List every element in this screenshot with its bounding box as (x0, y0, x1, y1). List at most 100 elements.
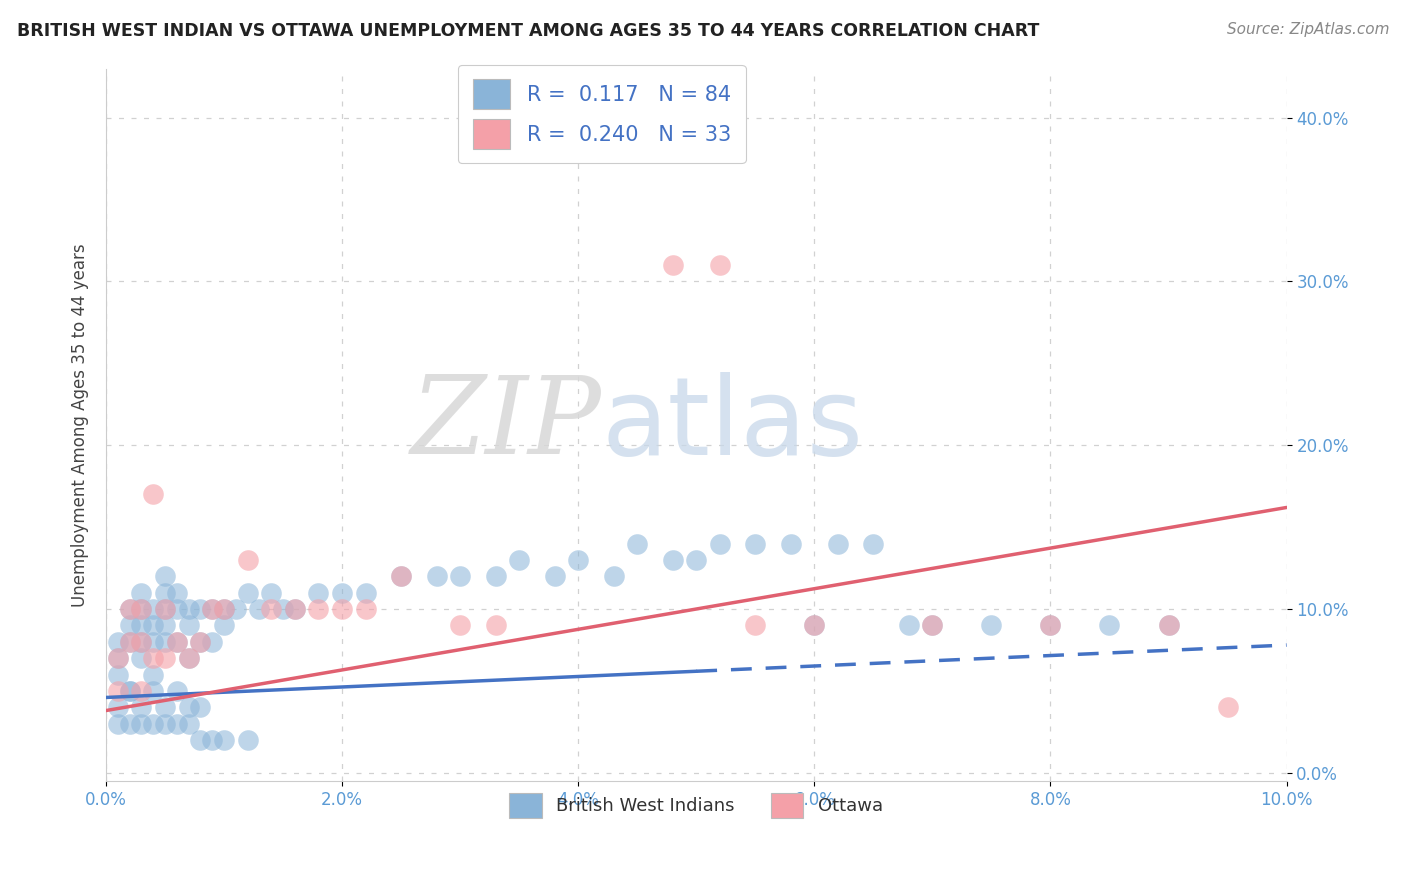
Point (131, 700, 153, 714)
Point (142, 602, 165, 616)
Point (166, 585, 188, 599)
Point (107, 716, 129, 731)
Point (131, 684, 153, 698)
Point (1039, 618, 1062, 632)
Point (131, 634, 153, 648)
Point (779, 536, 801, 550)
Point (354, 585, 377, 599)
Point (1157, 618, 1180, 632)
Point (153, 716, 176, 731)
Point (236, 585, 259, 599)
Point (142, 634, 165, 648)
Point (177, 716, 200, 731)
Text: BRITISH WEST INDIAN VS OTTAWA UNEMPLOYMENT AMONG AGES 35 TO 44 YEARS CORRELATION: BRITISH WEST INDIAN VS OTTAWA UNEMPLOYME… (17, 22, 1039, 40)
Point (118, 684, 141, 698)
Point (190, 733, 212, 747)
Point (1039, 618, 1062, 632)
Point (212, 618, 235, 632)
Point (107, 651, 129, 665)
Point (980, 618, 1002, 632)
Point (236, 553, 259, 567)
Point (567, 553, 589, 567)
Text: Source: ZipAtlas.com: Source: ZipAtlas.com (1226, 22, 1389, 37)
Point (1098, 618, 1121, 632)
Point (602, 569, 624, 583)
Point (626, 536, 648, 550)
Point (201, 634, 224, 648)
Point (389, 569, 412, 583)
Point (166, 634, 188, 648)
Point (166, 602, 188, 616)
Point (190, 700, 212, 714)
Point (153, 585, 176, 599)
Point (131, 716, 153, 731)
Point (118, 716, 141, 731)
Point (142, 667, 165, 681)
Point (508, 553, 530, 567)
Point (118, 684, 141, 698)
Point (201, 602, 224, 616)
Point (131, 602, 153, 616)
Point (166, 684, 188, 698)
Point (107, 700, 129, 714)
Point (153, 618, 176, 632)
Point (131, 602, 153, 616)
Point (131, 618, 153, 632)
Text: ZIP: ZIP (411, 372, 602, 477)
Point (201, 602, 224, 616)
Point (107, 634, 129, 648)
Point (709, 536, 731, 550)
Point (166, 716, 188, 731)
Text: atlas: atlas (602, 372, 863, 478)
Point (131, 585, 153, 599)
Y-axis label: Unemployment Among Ages 35 to 44 years: Unemployment Among Ages 35 to 44 years (72, 243, 89, 607)
Point (425, 569, 447, 583)
Point (803, 618, 825, 632)
Legend: British West Indians, Ottawa: British West Indians, Ottawa (502, 786, 890, 825)
Point (307, 585, 329, 599)
Point (118, 634, 141, 648)
Point (118, 602, 141, 616)
Point (307, 602, 329, 616)
Point (107, 667, 129, 681)
Point (153, 569, 176, 583)
Point (1216, 700, 1239, 714)
Point (153, 602, 176, 616)
Point (330, 602, 353, 616)
Point (177, 700, 200, 714)
Point (484, 569, 506, 583)
Point (177, 651, 200, 665)
Point (118, 618, 141, 632)
Point (166, 634, 188, 648)
Point (803, 618, 825, 632)
Point (118, 602, 141, 616)
Point (153, 700, 176, 714)
Point (284, 602, 307, 616)
Point (921, 618, 943, 632)
Point (744, 536, 766, 550)
Point (177, 602, 200, 616)
Point (177, 618, 200, 632)
Point (330, 585, 353, 599)
Point (744, 618, 766, 632)
Point (921, 618, 943, 632)
Point (354, 602, 377, 616)
Point (142, 716, 165, 731)
Point (131, 634, 153, 648)
Point (225, 602, 247, 616)
Point (862, 536, 884, 550)
Point (236, 733, 259, 747)
Point (190, 602, 212, 616)
Point (153, 651, 176, 665)
Point (107, 651, 129, 665)
Point (449, 569, 471, 583)
Point (131, 651, 153, 665)
Point (260, 585, 283, 599)
Point (260, 602, 283, 616)
Point (247, 602, 270, 616)
Point (284, 602, 307, 616)
Point (190, 634, 212, 648)
Point (389, 569, 412, 583)
Point (449, 618, 471, 632)
Point (142, 487, 165, 501)
